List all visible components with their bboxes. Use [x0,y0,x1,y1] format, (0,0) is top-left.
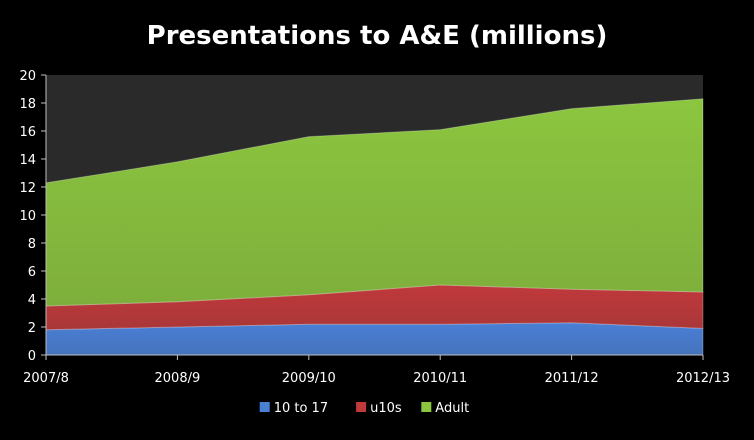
legend-label-adult: Adult [435,401,469,416]
area-adult [45,98,704,307]
y-tick-label: 0 [28,349,36,364]
legend-label-10-to-17: 10 to 17 [274,401,328,416]
chart-title: Presentations to A&E (millions) [147,21,608,51]
x-tick-label: 2010/11 [413,371,467,386]
y-tick-label: 4 [28,293,36,308]
y-tick-label: 6 [28,265,36,280]
x-tick-label: 2008/9 [155,371,201,386]
y-tick-label: 2 [28,321,36,336]
x-tick-label: 2009/10 [282,371,336,386]
y-axis: 0 2 4 6 8 10 12 14 16 18 20 [19,69,47,364]
x-tick-label: 2012/13 [676,371,730,386]
y-tick-label: 12 [19,181,36,196]
legend-swatch-10-to-17 [259,402,270,412]
y-tick-label: 8 [28,237,36,252]
legend: 10 to 17 u10s Adult [259,401,469,416]
x-tick-label: 2007/8 [23,371,69,386]
y-tick-label: 14 [19,153,36,168]
legend-swatch-u10s [356,402,367,412]
y-tick-label: 16 [19,125,36,140]
y-tick-label: 18 [19,97,36,112]
x-axis: 2007/8 2008/9 2009/10 2010/11 2011/12 2012/13 [23,354,730,386]
y-tick-label: 20 [19,69,36,84]
legend-swatch-adult [421,402,432,412]
x-tick-label: 2011/12 [545,371,599,386]
legend-label-u10s: u10s [370,401,402,416]
y-tick-label: 10 [19,209,36,224]
